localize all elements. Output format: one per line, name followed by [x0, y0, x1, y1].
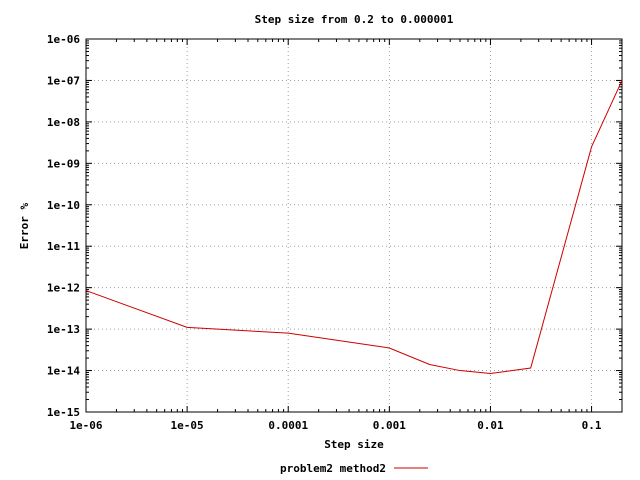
legend-label: problem2 method2 [280, 462, 386, 475]
y-tick-label: 1e-07 [47, 74, 80, 87]
y-tick-label: 1e-12 [47, 282, 80, 295]
tick-labels: 1e-06 1e-05 0.0001 0.001 0.01 0.1 1e-06 1e-07 1e… [47, 33, 602, 432]
y-tick-label: 1e-10 [47, 199, 80, 212]
x-tick-label: 0.001 [373, 419, 406, 432]
x-axis-label: Step size [324, 438, 384, 451]
x-tick-label: 0.1 [582, 419, 602, 432]
x-tick-label: 0.0001 [268, 419, 308, 432]
y-tick-label: 1e-15 [47, 406, 80, 419]
y-tick-label: 1e-06 [47, 33, 80, 46]
y-tick-label: 1e-13 [47, 323, 80, 336]
ticks [85, 38, 622, 413]
chart-title: Step size from 0.2 to 0.000001 [255, 13, 454, 26]
legend: problem2 method2 [280, 462, 428, 475]
x-tick-label: 0.01 [477, 419, 504, 432]
grid-lines [86, 39, 622, 412]
y-tick-label: 1e-08 [47, 116, 80, 129]
series [85, 80, 623, 374]
y-axis-label: Error % [18, 202, 31, 249]
plot-frame [85, 38, 623, 413]
x-tick-label: 1e-05 [171, 419, 204, 432]
x-tick-label: 1e-06 [69, 419, 102, 432]
y-tick-label: 1e-09 [47, 157, 80, 170]
series-line-problem2-method2 [85, 80, 623, 374]
y-tick-label: 1e-14 [47, 365, 80, 378]
y-tick-label: 1e-11 [47, 240, 80, 253]
